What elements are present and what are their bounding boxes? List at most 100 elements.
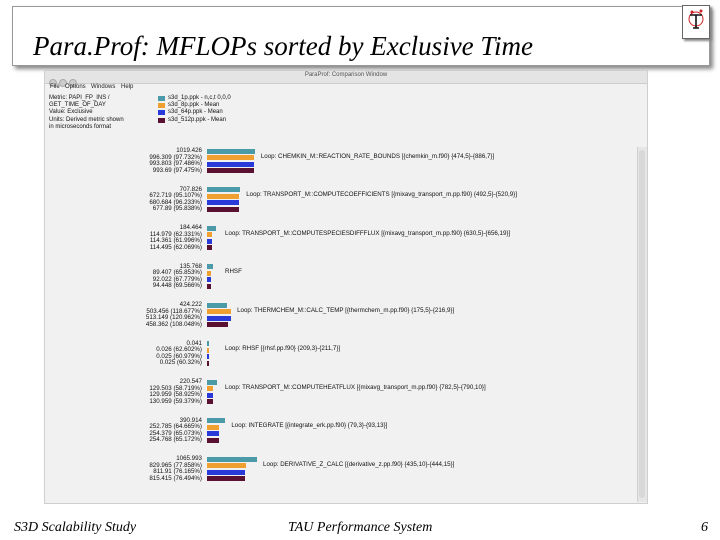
group-label: Loop: CHEMKIN_M::REACTION_RATE_BOUNDS [{… (260, 152, 495, 160)
group-label: Loop: TRANSPORT_M::COMPUTEHEATFLUX [{mix… (225, 383, 486, 391)
legend: s3d_1p.ppk - n,c,t 0,0,0 s3d_8p.ppk - Me… (158, 95, 231, 124)
group-label: Loop: TRANSPORT_M::COMPUTECOEFFICIENTS [… (246, 191, 517, 198)
bar-value-label: 135.768 (179, 262, 202, 270)
bar[interactable] (207, 283, 212, 289)
legend-item: s3d_1p.ppk - n,c,t 0,0,0 (158, 95, 231, 102)
bar-value-label: 1019.426 (176, 147, 202, 154)
bar[interactable] (207, 302, 227, 308)
bar[interactable] (207, 456, 257, 462)
bar[interactable] (207, 379, 218, 385)
bar[interactable] (207, 424, 219, 430)
bar[interactable] (207, 347, 209, 353)
bar[interactable] (207, 354, 209, 360)
bar[interactable] (207, 270, 212, 276)
zoom-window-icon[interactable] (69, 79, 77, 87)
bar[interactable] (207, 476, 246, 482)
bar[interactable] (207, 309, 231, 315)
bar-value-label: 92.022 (67.779%) (152, 275, 202, 283)
close-window-icon[interactable] (49, 79, 57, 87)
legend-swatch-512p (158, 117, 165, 123)
bar[interactable] (207, 322, 229, 328)
bar[interactable] (207, 168, 254, 174)
bar[interactable] (207, 238, 213, 244)
bar[interactable] (207, 232, 213, 238)
bar-value-label: 1065.993 (176, 455, 202, 462)
legend-label: s3d_8p.ppk - Mean (168, 102, 220, 109)
minimize-window-icon[interactable] (59, 79, 67, 87)
legend-label: s3d_1p.ppk - n,c,t 0,0,0 (168, 95, 231, 101)
group-label: Loop: THERMCHEM_M::CALC_TEMP [{thermchem… (237, 306, 455, 314)
metric-info-line: Metric: PAPI_FP_INS / (49, 95, 110, 101)
bar-value-label: 220.547 (179, 378, 202, 385)
bar[interactable] (207, 200, 239, 206)
slide-title: Para.Prof: MFLOPs sorted by Exclusive Ti… (33, 31, 533, 61)
group-label: Loop: TRANSPORT_M::COMPUTESPECIESDIFFFLU… (225, 229, 511, 237)
bar[interactable] (207, 463, 246, 469)
metric-info-line: Units: Derived metric shown (49, 116, 124, 123)
bar[interactable] (207, 315, 232, 321)
bar[interactable] (207, 206, 239, 212)
bar[interactable] (207, 148, 255, 154)
footer-left: S3D Scalability Study (14, 520, 137, 535)
bar-value-label: 680.684 (96.233%) (149, 198, 202, 206)
scrollbar-thumb[interactable] (639, 150, 645, 498)
page-number: 6 (701, 520, 708, 535)
bar-value-label: 114.495 (62.069%) (149, 243, 202, 251)
bar[interactable] (207, 360, 209, 366)
bar-value-label: 184.464 (179, 224, 202, 231)
bar[interactable] (207, 399, 214, 405)
legend-swatch-64p (158, 110, 165, 116)
legend-swatch-1p (158, 96, 165, 101)
bar-value-label: 252.785 (64.665%) (149, 423, 202, 431)
bar-value-label: 0.025 (60.979%) (156, 352, 202, 360)
legend-label: s3d_64p.ppk - Mean (168, 109, 223, 116)
group-label: Loop: RHSF [{rhsf.pp.f90} {209,3}-{211,7… (225, 345, 341, 352)
bar[interactable] (207, 187, 241, 192)
bar-value-label: 0.025 (60.32%) (159, 359, 202, 367)
bar[interactable] (207, 155, 254, 161)
bar[interactable] (207, 418, 226, 423)
comparison-window: ParaProf: Comparison Window File Options… (44, 70, 648, 504)
bar[interactable] (207, 193, 239, 199)
bar-value-label: 114.979 (62.331%) (149, 230, 202, 238)
bar-value-label: 254.379 (65.073%) (149, 429, 202, 437)
menu-options[interactable]: Options (65, 84, 86, 90)
bar-value-label: 677.89 (95.838%) (152, 205, 202, 213)
metric-info: Metric: PAPI_FP_INS / GET_TIME_OF_DAY Va… (49, 95, 159, 131)
bar-value-label: 130.959 (59.379%) (149, 397, 202, 405)
bar-value-label: 0.026 (62.602%) (156, 346, 202, 354)
legend-label: s3d_512p.ppk - Mean (168, 116, 227, 123)
legend-swatch-8p (158, 103, 165, 109)
bar-value-label: 129.959 (58.925%) (149, 391, 202, 399)
bar-value-label: 114.361 (61.996%) (149, 237, 202, 245)
group-label: Loop: DERIVATIVE_Z_CALC [{derivative_z.p… (263, 460, 455, 468)
window-titlebar: ParaProf: Comparison Window (45, 71, 647, 87)
bar[interactable] (207, 386, 214, 392)
bar[interactable] (207, 161, 254, 167)
bar[interactable] (207, 225, 216, 231)
bar-value-label: 993.803 (97.486%) (149, 160, 202, 168)
menu-file[interactable]: File (50, 84, 60, 90)
bar-value-label: 424.222 (179, 301, 202, 308)
vertical-scrollbar[interactable] (637, 147, 647, 502)
bar[interactable] (207, 437, 219, 443)
legend-item: s3d_64p.ppk - Mean (158, 109, 231, 116)
bar[interactable] (207, 469, 246, 475)
bar-value-label: 829.965 (77.858%) (149, 461, 202, 469)
metric-info-line: in microseconds format (49, 123, 112, 130)
bar[interactable] (207, 341, 209, 346)
bar-value-label: 89.407 (65.853%) (152, 269, 202, 277)
bar-value-label: 94.448 (69.566%) (152, 282, 202, 290)
bar-value-label: 815.415 (76.494%) (149, 474, 202, 482)
bar-value-label: 513.149 (120.962%) (145, 314, 202, 322)
bar-value-label: 254.768 (65.172%) (149, 436, 202, 444)
bar[interactable] (207, 392, 214, 398)
bar[interactable] (207, 245, 213, 251)
window-title: ParaProf: Comparison Window (304, 72, 388, 78)
menu-windows[interactable]: Windows (91, 84, 116, 90)
legend-item: s3d_512p.ppk - Mean (158, 117, 231, 124)
bar[interactable] (207, 431, 219, 437)
menu-help[interactable]: Help (121, 84, 134, 90)
bar[interactable] (207, 264, 214, 269)
bar[interactable] (207, 277, 212, 283)
